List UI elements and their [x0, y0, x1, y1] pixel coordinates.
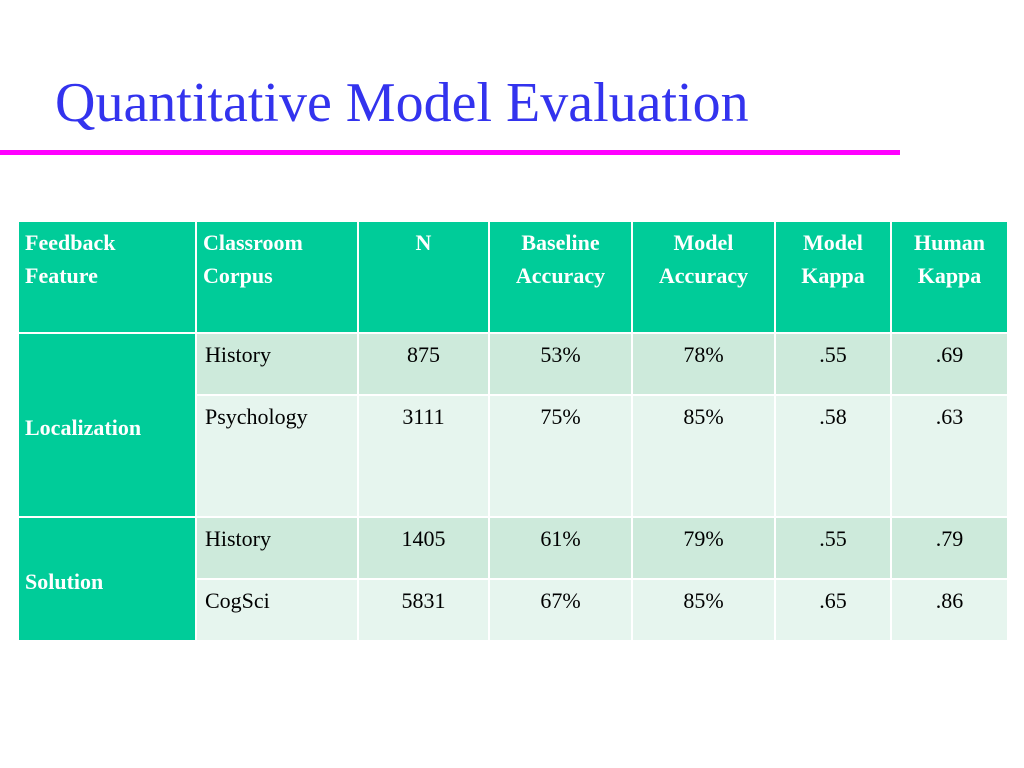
cell-model-accuracy: 78% — [631, 332, 776, 396]
cell-n: 1405 — [357, 516, 490, 580]
header-n: N — [357, 220, 490, 334]
table-row: CogSci 5831 67% 85% .65 .86 — [18, 578, 1009, 642]
cell-model-accuracy: 79% — [631, 516, 776, 580]
cell-model-accuracy: 85% — [631, 578, 776, 642]
cell-n: 875 — [357, 332, 490, 396]
cell-human-kappa: .79 — [890, 516, 1009, 580]
cell-human-kappa: .63 — [890, 394, 1009, 518]
cell-baseline-accuracy: 61% — [488, 516, 633, 580]
header-baseline-accuracy: Baseline Accuracy — [488, 220, 633, 334]
header-feedback-feature: Feedback Feature — [17, 220, 197, 334]
title-underline — [0, 150, 900, 155]
evaluation-table: Feedback Feature Classroom Corpus N Baseli… — [17, 220, 1009, 642]
cell-model-kappa: .58 — [774, 394, 892, 518]
cell-baseline-accuracy: 53% — [488, 332, 633, 396]
cell-baseline-accuracy: 67% — [488, 578, 633, 642]
header-human-kappa: Human Kappa — [890, 220, 1009, 334]
table-row: Psychology 3111 75% 85% .58 .63 — [18, 394, 1009, 518]
cell-corpus: Psychology — [195, 394, 359, 518]
cell-human-kappa: .86 — [890, 578, 1009, 642]
cell-model-kappa: .55 — [774, 516, 892, 580]
slide-title: Quantitative Model Evaluation — [55, 72, 749, 134]
cell-model-kappa: .55 — [774, 332, 892, 396]
feature-solution: Solution — [17, 516, 197, 642]
cell-corpus: History — [195, 332, 359, 396]
feature-localization: Localization — [17, 332, 197, 518]
header-model-accuracy: Model Accuracy — [631, 220, 776, 334]
cell-corpus: History — [195, 516, 359, 580]
table-row: Solution History 1405 61% 79% .55 .79 — [17, 516, 1009, 642]
cell-n: 3111 — [357, 394, 490, 518]
header-model-kappa: Model Kappa — [774, 220, 892, 334]
cell-corpus: CogSci — [195, 578, 359, 642]
cell-baseline-accuracy: 75% — [488, 394, 633, 518]
cell-model-kappa: .65 — [774, 578, 892, 642]
cell-model-accuracy: 85% — [631, 394, 776, 518]
header-classroom-corpus: Classroom Corpus — [195, 220, 359, 334]
header-row: Feedback Feature Classroom Corpus N Baseli… — [17, 220, 1009, 334]
cell-n: 5831 — [357, 578, 490, 642]
cell-human-kappa: .69 — [890, 332, 1009, 396]
table-row: Localization History 875 53% 78% .55 .69 — [17, 332, 1009, 518]
